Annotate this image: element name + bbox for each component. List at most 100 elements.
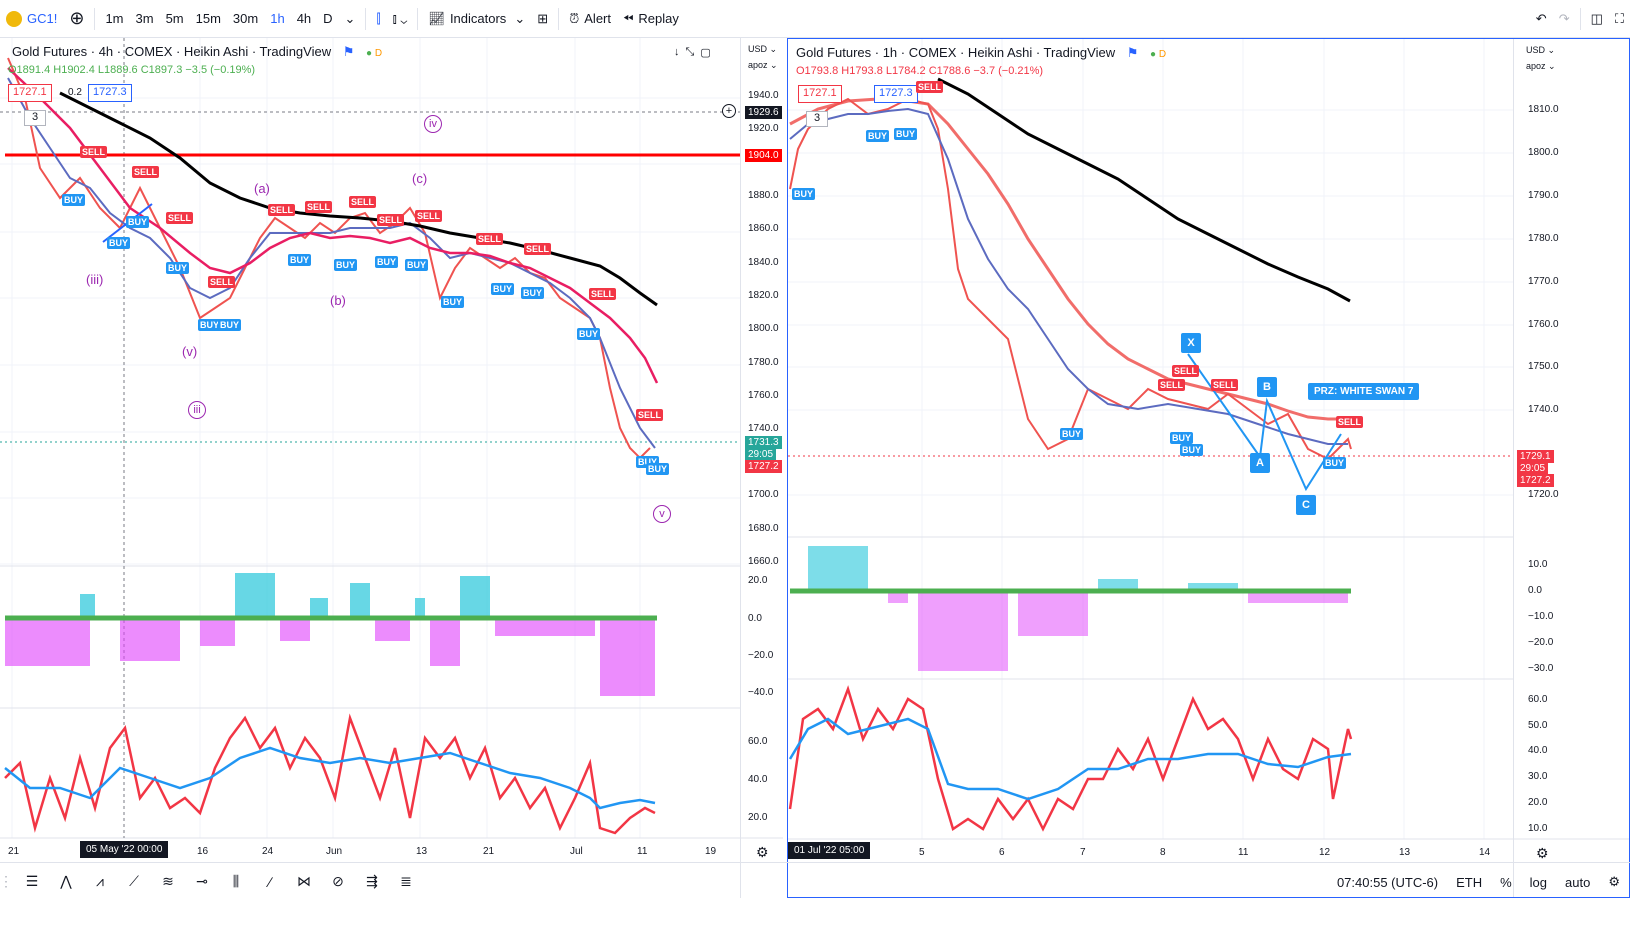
wave-label: (a)	[254, 181, 270, 196]
apoz-label: apoz	[1526, 61, 1546, 71]
indicators-icon: 📈︎	[428, 10, 445, 26]
right-chart-pane[interactable]: Gold Futures · 1h · COMEX · Heikin Ashi …	[787, 38, 1630, 898]
plus-circle-icon[interactable]: +	[722, 104, 736, 118]
x-tick: 21	[483, 846, 495, 857]
interval-5m[interactable]: 5m	[165, 11, 184, 26]
osc-tick: −20.0	[1528, 637, 1554, 648]
interval-d[interactable]: D	[323, 11, 333, 26]
right-currency[interactable]: USD ⌄	[1526, 45, 1555, 56]
auto-toggle[interactable]: auto	[1565, 874, 1591, 890]
left-currency[interactable]: USD ⌄	[748, 44, 777, 55]
layout-split-icon: ◫	[1590, 11, 1603, 26]
prz-label: PRZ: WHITE SWAN 7	[1308, 383, 1420, 400]
left-ask-box[interactable]: 1727.3	[88, 84, 132, 102]
wave-pattern-icon[interactable]: ⩘	[96, 873, 104, 889]
collapse-icon[interactable]: ⤡	[685, 46, 695, 58]
measure-icon[interactable]: ⇶	[366, 873, 378, 889]
replay-label: Replay	[638, 11, 679, 26]
log-toggle[interactable]: log	[1529, 874, 1548, 890]
y-tick: 1840.0	[748, 257, 779, 268]
trend-line-icon[interactable]: ⟋	[129, 873, 139, 889]
signal-sell: SELL	[305, 201, 333, 213]
clock-time[interactable]: 07:40:55 (UTC-6)	[1336, 874, 1439, 890]
flag-icon: ⚑	[342, 44, 355, 59]
arrow-down-icon[interactable]: ↓	[674, 46, 680, 58]
percent-toggle[interactable]: %	[1500, 874, 1512, 890]
left-apoz[interactable]: apoz ⌄	[748, 60, 778, 71]
drag-handle-icon[interactable]: ⋮	[0, 873, 13, 889]
interval-dropdown[interactable]: ⌄	[339, 0, 362, 38]
gann-icon[interactable]: ⫼	[232, 873, 240, 889]
compare-button[interactable]: ⊕	[63, 0, 90, 38]
signal-buy: BUY	[405, 259, 429, 271]
chart-type-button[interactable]: ⫾ ⌄	[387, 0, 414, 38]
signal-buy: BUY	[646, 463, 670, 475]
chart-style-candles[interactable]: ⫿	[370, 0, 386, 38]
right-indicator-count[interactable]: 3	[806, 111, 828, 127]
right-ema-fast	[789, 107, 1348, 445]
x-crosshair-label: 01 Jul '22 05:00	[788, 842, 871, 859]
left-indicator-count[interactable]: 3	[24, 110, 46, 126]
magnet-icon[interactable]: ⊘	[332, 873, 344, 889]
redo-button[interactable]: ↷	[1553, 0, 1576, 38]
layout-button[interactable]: ◫	[1585, 0, 1609, 38]
session-toggle[interactable]: ETH	[1456, 874, 1483, 890]
wave-label: (c)	[412, 171, 428, 186]
lines-tool-icon[interactable]: ☰	[25, 873, 39, 889]
right-bid-box[interactable]: 1727.1	[798, 85, 842, 103]
wave-label: (iii)	[86, 272, 104, 287]
y-tick: 1800.0	[748, 323, 779, 334]
right-apoz[interactable]: apoz ⌄	[1526, 61, 1556, 72]
left-ma-long	[59, 91, 658, 307]
brush-icon[interactable]: ∕	[268, 873, 272, 890]
gear-icon[interactable]: ⚙	[1608, 874, 1620, 889]
interval-1h[interactable]: 1h	[270, 11, 285, 26]
maximize-icon[interactable]: ▢	[700, 47, 711, 59]
undo-button[interactable]: ↶	[1530, 0, 1553, 38]
y-tick: 1770.0	[1528, 276, 1559, 287]
left-chart-pane[interactable]: Gold Futures · 4h · COMEX · Heikin Ashi …	[0, 38, 783, 898]
settings-lines-icon[interactable]: ≣	[400, 873, 412, 889]
signal-sell: SELL	[415, 210, 443, 222]
interval-15m[interactable]: 15m	[195, 11, 221, 26]
harmonic-point-x: X	[1181, 333, 1201, 353]
rewind-icon: ⏪︎	[623, 10, 634, 26]
bars-icon: ⫾ ⌄	[392, 10, 408, 26]
right-ask-box[interactable]: 1727.3	[874, 85, 918, 103]
gear-icon[interactable]: ⚙	[1536, 845, 1549, 861]
y-tick: 1860.0	[748, 223, 779, 234]
replay-button[interactable]: ⏪︎ Replay	[617, 0, 685, 38]
osc-tick: −10.0	[1528, 611, 1554, 622]
left-price-candles	[7, 57, 651, 460]
y-tick: 1680.0	[748, 523, 779, 534]
interval-4h[interactable]: 4h	[296, 11, 312, 26]
gear-icon[interactable]: ⚙	[756, 844, 769, 860]
fullscreen-button[interactable]: ⛶	[1609, 0, 1630, 38]
horizontal-ray-icon[interactable]: ⊸	[196, 873, 208, 889]
redo-icon: ↷	[1558, 11, 1570, 26]
signal-buy: BUY	[1170, 432, 1194, 444]
indicators-button[interactable]: 📈︎ Indicators ⌄	[422, 0, 531, 38]
templates-button[interactable]: ⊞	[531, 0, 554, 38]
currency-label: USD	[748, 44, 768, 54]
signal-buy: BUY	[334, 259, 358, 271]
y-tick: 1780.0	[1528, 233, 1559, 244]
wave-label: iii	[188, 401, 206, 419]
top-toolbar: GC1! ⊕ 1m 3m 5m 15m 30m 1h 4h D ⌄ ⫿ ⫾ ⌄ …	[0, 0, 1630, 38]
abcd-pattern-icon[interactable]: ⋀	[60, 873, 72, 889]
channel-icon[interactable]: ≋	[162, 873, 174, 889]
y-tick: 1660.0	[748, 556, 779, 567]
rsi-tick: 40.0	[748, 774, 768, 785]
interval-1m[interactable]: 1m	[105, 11, 124, 26]
interval-3m[interactable]: 3m	[135, 11, 154, 26]
signal-buy: BUY	[577, 328, 601, 340]
xabcd-icon[interactable]: ⋈	[297, 873, 311, 889]
harmonic-point-b: B	[1257, 377, 1277, 397]
last-price-tag: 1731.3	[745, 436, 782, 449]
interval-30m[interactable]: 30m	[232, 11, 259, 26]
right-chart-legend: Gold Futures · 1h · COMEX · Heikin Ashi …	[796, 45, 1166, 61]
currency-label: USD	[1526, 45, 1546, 55]
left-bid-box[interactable]: 1727.1	[8, 84, 52, 102]
alert-button[interactable]: ⏰︎ Alert	[563, 0, 617, 38]
symbol-search[interactable]: GC1!	[0, 0, 63, 38]
